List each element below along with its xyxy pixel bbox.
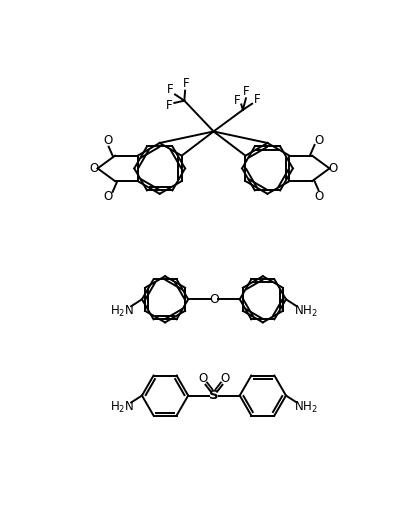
Text: H$_2$N: H$_2$N	[110, 400, 134, 416]
Text: O: O	[329, 162, 338, 175]
Text: F: F	[253, 92, 260, 106]
Text: O: O	[209, 293, 219, 306]
Text: F: F	[183, 77, 189, 90]
Text: NH$_2$: NH$_2$	[294, 400, 318, 416]
Text: O: O	[103, 190, 113, 203]
Text: NH$_2$: NH$_2$	[294, 304, 318, 319]
Text: F: F	[166, 99, 172, 112]
Text: O: O	[103, 134, 113, 146]
Text: O: O	[220, 372, 229, 385]
Text: O: O	[89, 162, 98, 175]
Text: S: S	[209, 389, 219, 402]
Text: H$_2$N: H$_2$N	[110, 304, 134, 319]
Text: O: O	[314, 134, 323, 146]
Text: F: F	[234, 94, 241, 107]
Text: O: O	[314, 190, 323, 203]
Text: F: F	[167, 83, 174, 96]
Text: F: F	[243, 85, 249, 98]
Text: O: O	[199, 372, 208, 385]
